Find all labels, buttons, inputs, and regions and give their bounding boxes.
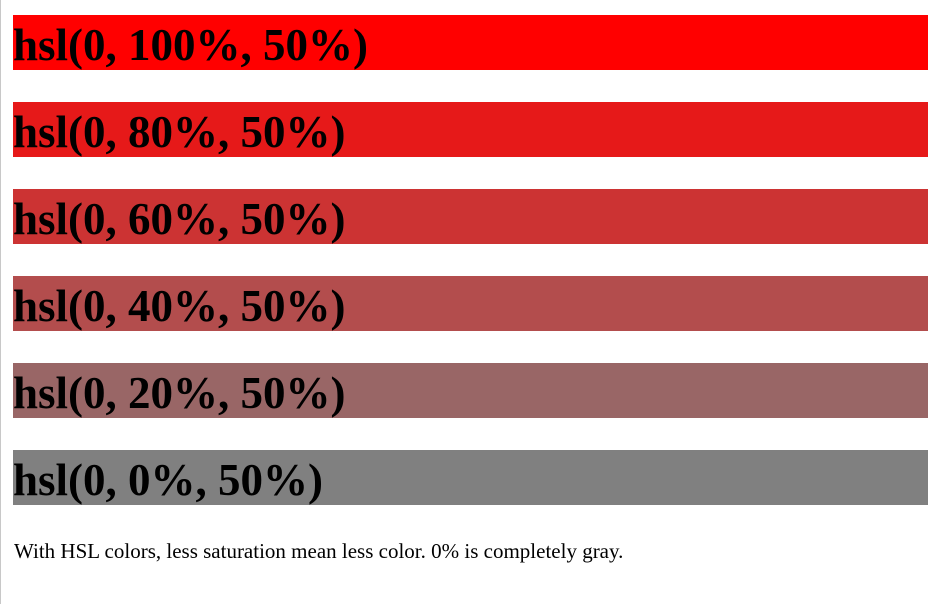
swatch-saturation-60: hsl(0, 60%, 50%)	[13, 189, 928, 244]
swatch-saturation-40: hsl(0, 40%, 50%)	[13, 276, 928, 331]
swatch-saturation-100: hsl(0, 100%, 50%)	[13, 15, 928, 70]
swatch-saturation-20: hsl(0, 20%, 50%)	[13, 363, 928, 418]
explanation-text: With HSL colors, less saturation mean le…	[14, 539, 624, 563]
swatch-saturation-80: hsl(0, 80%, 50%)	[13, 102, 928, 157]
swatch-list: hsl(0, 100%, 50%) hsl(0, 80%, 50%) hsl(0…	[13, 15, 928, 505]
swatch-saturation-0: hsl(0, 0%, 50%)	[13, 450, 928, 505]
